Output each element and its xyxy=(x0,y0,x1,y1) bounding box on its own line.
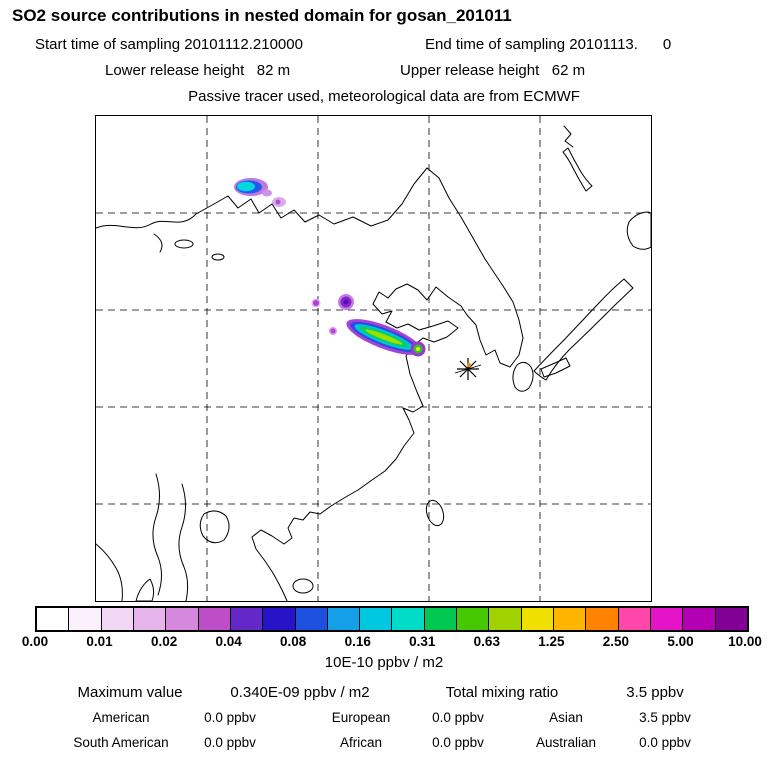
colorbar-ticks: 0.00 0.01 0.02 0.04 0.08 0.16 0.31 0.63 1.25 2.50… xyxy=(0,634,768,652)
colorbar-tick-label: 0.02 xyxy=(150,634,178,649)
colorbar-cell xyxy=(359,608,392,630)
island-honshu xyxy=(533,278,634,381)
region-value: 0.0 ppbv xyxy=(432,710,484,725)
coastline-mainland xyxy=(96,167,524,601)
colorbar-units-label: 10E-10 ppbv / m2 xyxy=(324,654,444,671)
plume-northwest xyxy=(234,178,272,197)
island-hokkaido xyxy=(626,211,651,250)
colorbar-cell xyxy=(165,608,198,630)
receptor-orange-dot xyxy=(466,362,472,368)
region-label: European xyxy=(331,710,391,725)
colorbar-tick-label: 0.04 xyxy=(215,634,242,649)
plume-main xyxy=(346,319,422,355)
colorbar-cell xyxy=(585,608,618,630)
lake-northwest-1 xyxy=(174,239,194,249)
sampling-end-text: End time of sampling 20101113. 0 xyxy=(425,36,672,53)
region-label: Australian xyxy=(535,735,597,750)
river-northwest xyxy=(153,233,163,253)
colorbar-cell xyxy=(423,608,457,630)
region-label: South American xyxy=(73,735,169,750)
region-value: 0.0 ppbv xyxy=(204,735,256,750)
island-taiwan xyxy=(425,499,445,527)
colorbar-cell xyxy=(100,608,133,630)
sampling-start-text: Start time of sampling 20101112.210000 xyxy=(35,36,303,53)
total-mixing-ratio-value: 3.5 ppbv xyxy=(626,684,684,701)
plume-violet-spot xyxy=(272,197,286,207)
colorbar-cell xyxy=(617,608,650,630)
colorbar-cell xyxy=(649,608,683,630)
colorbar-cell xyxy=(456,608,489,630)
coastlines xyxy=(96,125,651,601)
stats-line: Maximum value 0.340E-09 ppbv / m2 Total … xyxy=(0,684,768,704)
region-stats-row-1: American 0.0 ppbv European 0.0 ppbv Asia… xyxy=(0,710,768,730)
tracer-meteorology-text: Passive tracer used, meteorological data… xyxy=(188,88,580,105)
region-label: American xyxy=(92,710,150,725)
colorbar-cell xyxy=(229,608,263,630)
colorbar-cell xyxy=(714,608,747,630)
colorbar-cell xyxy=(132,608,166,630)
colorbar-tick-label: 0.00 xyxy=(21,634,49,649)
plume-blobs xyxy=(234,178,426,357)
island-bottom-left xyxy=(135,578,155,601)
upper-release-height-text: Upper release height 62 m xyxy=(400,62,586,79)
map-panel xyxy=(95,115,652,602)
map-svg xyxy=(96,116,651,601)
region-label: Asian xyxy=(549,710,583,725)
colorbar-cell xyxy=(197,608,230,630)
island-hainan xyxy=(292,578,314,594)
lake-northwest-2 xyxy=(211,253,225,261)
colorbar xyxy=(35,606,749,632)
river-indochina-2 xyxy=(178,483,189,601)
plume-center-west-spots xyxy=(311,294,354,335)
colorbar-tick-label: 5.00 xyxy=(667,634,694,649)
region-value: 3.5 ppbv xyxy=(639,710,691,725)
colorbar-cell xyxy=(391,608,424,630)
region-stats-row-2: South American 0.0 ppbv African 0.0 ppbv… xyxy=(0,735,768,755)
maximum-value-label: Maximum value xyxy=(77,684,183,701)
colorbar-cell xyxy=(488,608,521,630)
maximum-value: 0.340E-09 ppbv / m2 xyxy=(230,684,370,701)
page-title: SO2 source contributions in nested domai… xyxy=(12,6,512,25)
river-indochina-1 xyxy=(152,473,162,596)
region-value: 0.0 ppbv xyxy=(432,735,484,750)
lower-release-height-text: Lower release height 82 m xyxy=(105,62,291,79)
colorbar-cell xyxy=(68,608,101,630)
colorbar-tick-label: 2.50 xyxy=(602,634,630,649)
region-label: African xyxy=(339,735,383,750)
colorbar-cell xyxy=(262,608,295,630)
island-sakhalin xyxy=(562,147,593,192)
coastline-top-right-zigzag xyxy=(563,125,574,148)
colorbar-tick-label: 1.25 xyxy=(538,634,565,649)
colorbar-tick-label: 10.00 xyxy=(728,634,762,649)
colorbar-cell xyxy=(294,608,327,630)
island-shikoku xyxy=(540,357,571,378)
colorbar-cell xyxy=(553,608,586,630)
region-value: 0.0 ppbv xyxy=(639,735,691,750)
colorbar-cell xyxy=(520,608,553,630)
coastline-bay-of-bengal xyxy=(96,543,123,601)
colorbar-tick-label: 0.63 xyxy=(473,634,500,649)
colorbar-cell xyxy=(326,608,360,630)
colorbar-tick-label: 0.16 xyxy=(344,634,371,649)
colorbar-cell xyxy=(37,608,69,630)
island-kyushu xyxy=(512,361,534,392)
region-value: 0.0 ppbv xyxy=(204,710,256,725)
receptor-star-marker xyxy=(454,358,482,380)
colorbar-cell xyxy=(682,608,715,630)
colorbar-tick-label: 0.08 xyxy=(280,634,307,649)
colorbar-tick-label: 0.31 xyxy=(409,634,436,649)
total-mixing-ratio-label: Total mixing ratio xyxy=(445,684,559,701)
grid-lines xyxy=(96,116,651,601)
colorbar-tick-label: 0.01 xyxy=(86,634,113,649)
lake-indochina xyxy=(199,510,230,544)
plume-main-end-blob xyxy=(410,341,426,357)
